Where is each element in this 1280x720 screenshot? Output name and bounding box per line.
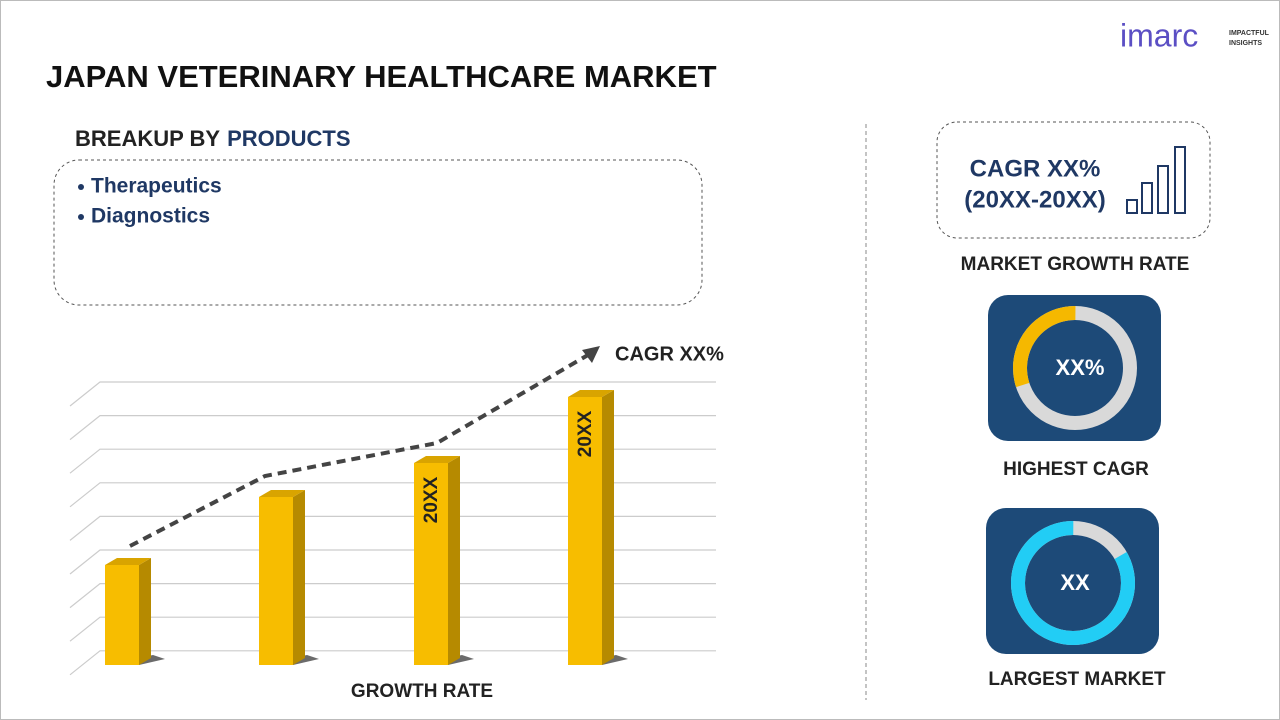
breakup-segment: PRODUCTS [227,126,350,151]
bar-front [568,397,602,665]
arrow-head [582,346,600,363]
breakup-box [53,159,703,306]
grid-line [69,448,716,474]
bar-side [602,390,614,665]
breakup-heading: BREAKUP BY PRODUCTS [75,126,351,151]
chart-grid [69,381,716,676]
highest-value: XX% [1056,355,1105,380]
chart-bars [105,390,628,665]
bar-top [259,490,305,497]
title: JAPAN VETERINARY HEALTHCARE MARKET [46,59,717,94]
grid-line [69,549,716,575]
bar-side [448,456,460,665]
trend-arrow [129,353,590,548]
bullet [78,214,84,220]
bar-front [414,463,448,665]
bar-top [414,456,460,463]
grid-line [69,381,716,407]
bar-front [259,497,293,665]
bar-top [105,558,151,565]
bar-side [293,490,305,665]
largest-value: XX [1060,570,1090,595]
grid-line [69,415,716,441]
donut-arc [1013,306,1137,430]
growth-card [936,121,1211,239]
breakup-label: BREAKUP BY [75,126,220,151]
grid-line [69,650,716,676]
bar-front [105,565,139,665]
chart-axis-label: GROWTH RATE [351,681,493,702]
chart-cagr: CAGR XX% [615,343,724,365]
grid-line [69,515,716,541]
grid-line [69,616,716,642]
breakup-item: Diagnostics [91,205,210,228]
growth-caption: MARKET GROWTH RATE [961,254,1190,275]
growth-line: (20XX-20XX) [964,186,1105,213]
breakup-item: Therapeutics [91,175,222,198]
highest-caption: HIGHEST CAGR [1003,459,1149,480]
grid-line [69,582,716,609]
logo-tagline: IMPACTFUL [1229,30,1270,37]
bullet [78,184,84,190]
bar-top [568,390,614,397]
logo: imarc [1120,17,1198,53]
donut-arc [1011,521,1135,645]
bar-label: 20XX [421,476,442,523]
grid-line [69,482,716,508]
bar-side [139,558,151,665]
bar-label: 20XX [575,410,596,457]
logo-tagline: INSIGHTS [1229,40,1262,47]
growth-icon [1126,146,1186,214]
growth-line: CAGR XX% [970,155,1101,182]
largest-caption: LARGEST MARKET [988,669,1166,690]
